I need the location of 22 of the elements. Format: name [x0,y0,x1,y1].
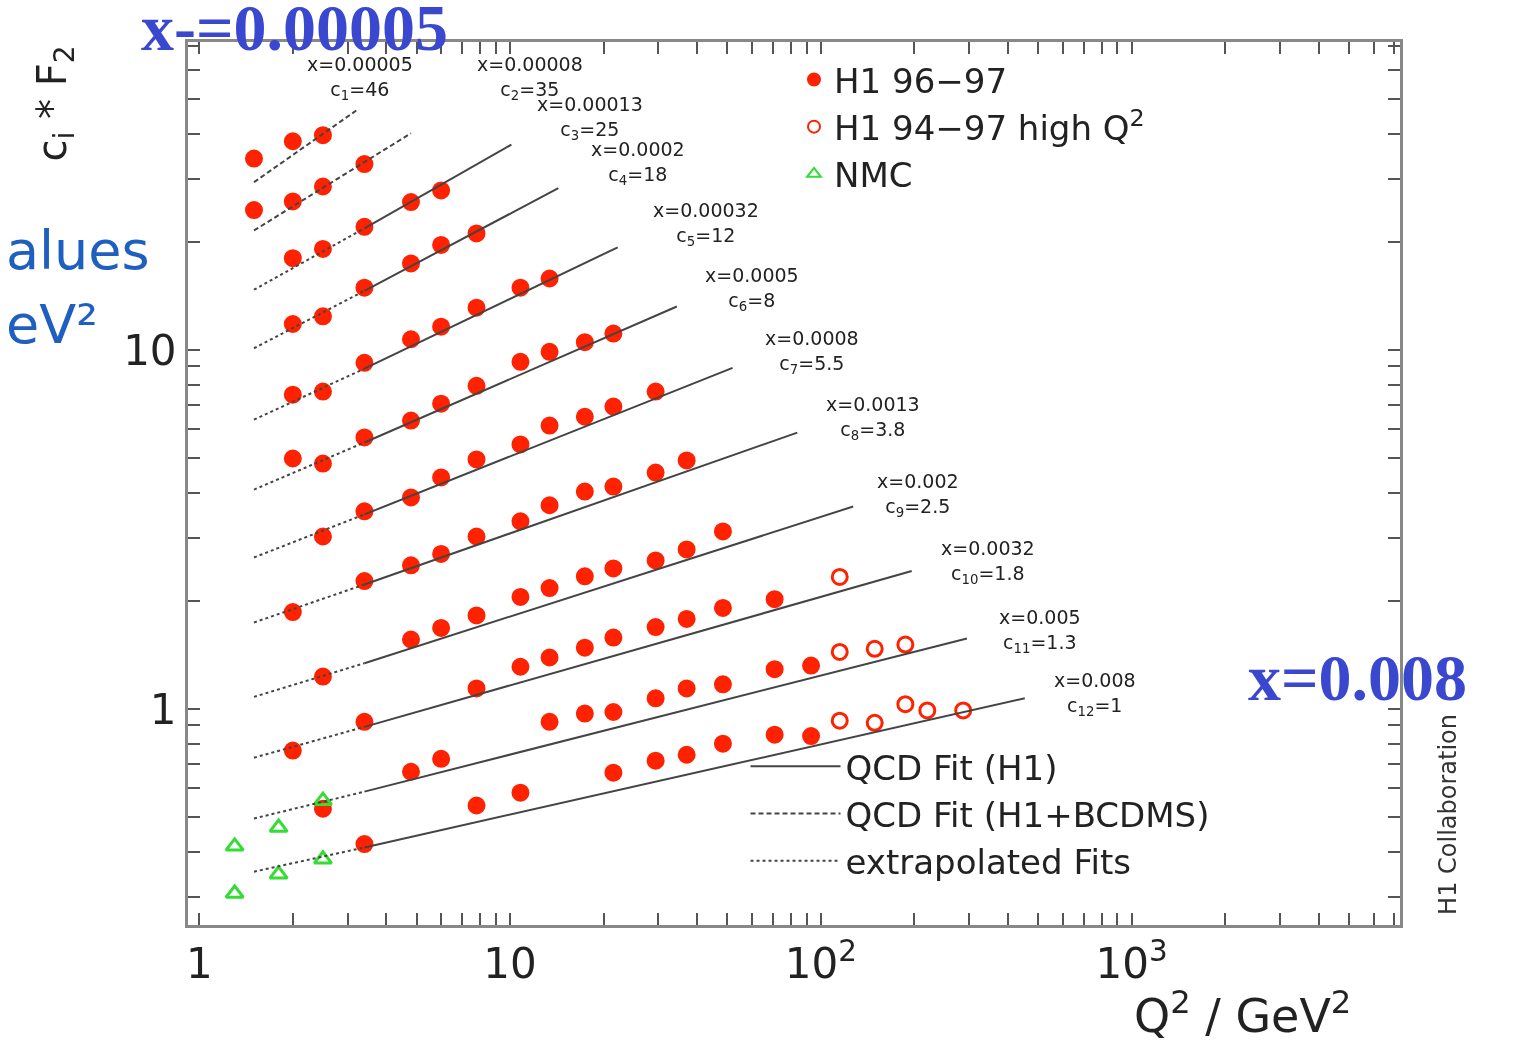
text: eV² [6,293,98,356]
legend-label: QCD Fit (H1+BCDMS) [845,794,1210,835]
annotation: x=0.0008 c$_{7}$=5.5 [765,327,859,377]
x-tick-label: 10 [483,939,537,989]
legend-label: H1 96−97 [834,60,1008,101]
text: H1 Collaboration [1433,713,1462,915]
annotation: x=0.0032 c$_{10}$=1.8 [941,537,1035,587]
annotation: x=0.0013 c$_{8}$=3.8 [826,393,920,443]
x-tick-label: 10$^{2}$ [784,933,857,989]
text: alues [6,219,150,282]
annotation: x=0.0002 c$_{4}$=18 [591,138,685,188]
annotation: x=0.002 c$_{9}$=2.5 [877,470,959,520]
legend-label: H1 94−97 high Q$^{2}$ [834,103,1145,148]
legend-label: QCD Fit (H1) [845,747,1058,788]
legend-label: extrapolated Fits [845,841,1131,882]
annotation: x=0.00005 c$_{1}$=46 [307,53,413,103]
annotation: x=0.00032 c$_{5}$=12 [653,199,759,249]
x-tick-label: 1 [185,939,213,989]
annotation: x=0.008 c$_{12}$=1 [1054,669,1136,719]
legend-label: NMC [834,155,913,196]
annotation: x=0.005 c$_{11}$=1.3 [999,606,1081,656]
annotation: x=0.0005 c$_{6}$=8 [705,264,799,314]
